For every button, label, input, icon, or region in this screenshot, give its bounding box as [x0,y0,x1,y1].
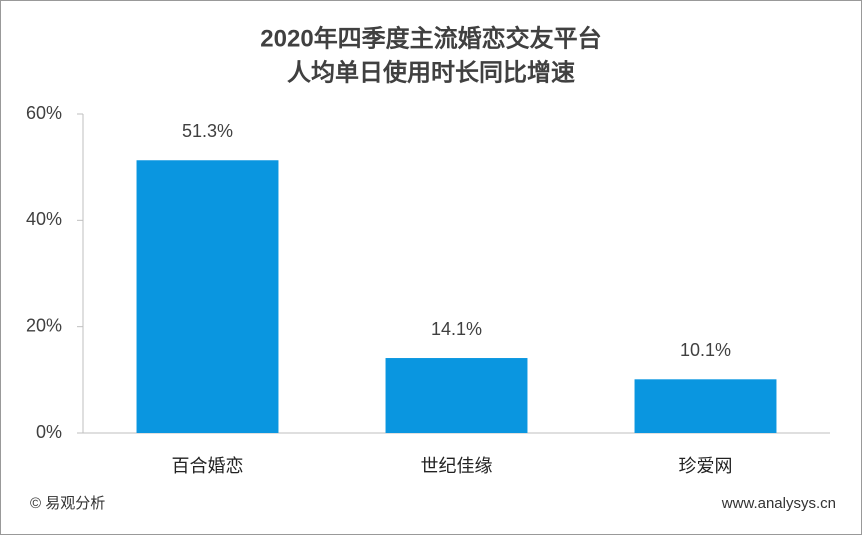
x-tick-label: 珍爱网 [679,456,733,476]
chart-title: 人均单日使用时长同比增速 [287,58,575,86]
value-label: 14.1% [431,319,482,339]
y-tick-label: 20% [26,315,62,335]
bar [634,379,777,433]
y-tick-label: 40% [26,209,62,229]
source: © 易观分析 [30,495,105,512]
y-tick-label: 0% [36,422,62,442]
chart-title: 2020年四季度主流婚恋交友平台 [260,24,601,52]
x-tick-label: 百合婚恋 [172,455,244,476]
value-label: 51.3% [182,121,233,141]
website: www.analysys.cn [721,495,836,512]
x-tick-label: 世纪佳缘 [421,456,493,476]
y-tick-label: 60% [26,103,62,123]
value-label: 10.1% [680,340,731,360]
bar [136,160,279,433]
bar [385,358,528,433]
